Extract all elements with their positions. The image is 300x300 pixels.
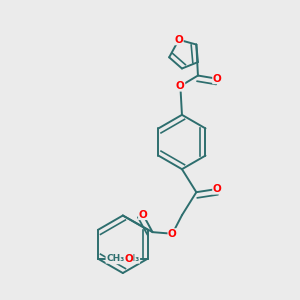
Text: O: O — [139, 210, 147, 220]
Text: O: O — [176, 81, 185, 91]
Text: O: O — [213, 74, 221, 84]
Text: O: O — [124, 254, 133, 264]
Text: CH₃: CH₃ — [122, 254, 140, 263]
Text: O: O — [168, 229, 177, 239]
Text: O: O — [113, 254, 122, 264]
Text: CH₃: CH₃ — [106, 254, 124, 263]
Text: O: O — [174, 35, 183, 45]
Text: O: O — [213, 184, 221, 194]
